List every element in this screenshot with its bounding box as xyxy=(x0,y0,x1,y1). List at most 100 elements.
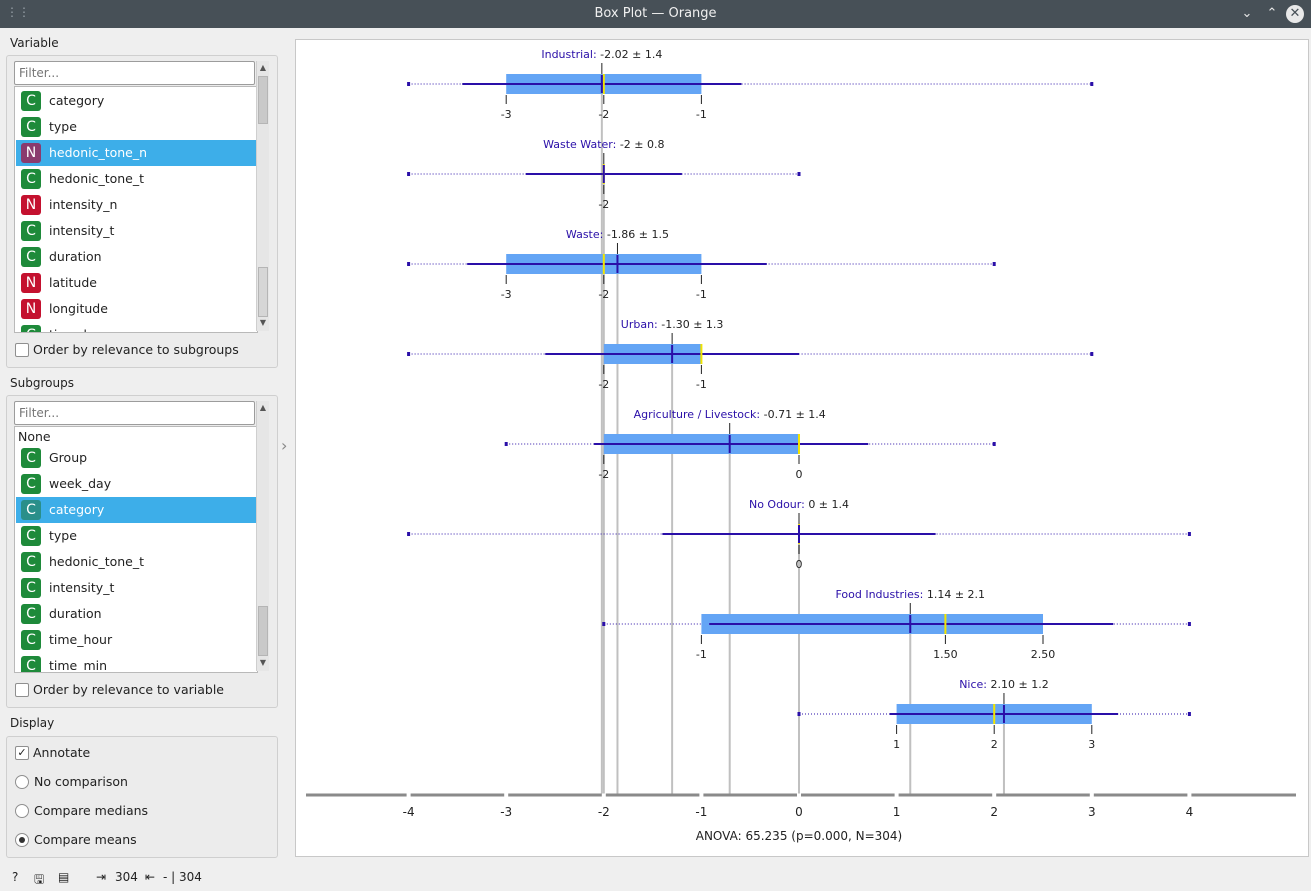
group-annotation: Waste Water: -2 ± 0.8 xyxy=(543,138,664,151)
axis-tick xyxy=(406,793,411,797)
min-marker xyxy=(797,712,801,716)
save-icon[interactable]: 🖫 xyxy=(34,872,45,886)
group-name: Industrial: xyxy=(541,48,600,61)
compare-means-radio[interactable] xyxy=(15,833,29,847)
list-item-label: intensity_t xyxy=(49,580,115,595)
scroll-down-icon[interactable]: ▼ xyxy=(259,318,267,327)
scroll-thumb[interactable] xyxy=(258,606,268,656)
output-icon: ⇤ xyxy=(145,870,156,884)
compare-means-label: Compare means xyxy=(34,832,137,847)
scroll-thumb[interactable] xyxy=(258,76,268,124)
box-label: -1 xyxy=(696,288,707,301)
title-bar: ⋮⋮ Box Plot — Orange ⌄ ⌃ ✕ xyxy=(0,0,1311,28)
box-label: -1 xyxy=(696,648,707,661)
min-marker xyxy=(602,622,606,626)
max-marker xyxy=(1187,712,1191,716)
report-icon[interactable]: ▤ xyxy=(58,870,70,884)
collapse-panel-icon[interactable]: › xyxy=(281,436,288,455)
categorical-icon: C xyxy=(21,325,41,332)
no-comparison-radio[interactable] xyxy=(15,775,29,789)
list-item-label: time_hour xyxy=(49,632,113,647)
variable-scrollbar[interactable]: ▲ ▼ xyxy=(256,61,269,331)
list-item-label: week_day xyxy=(49,476,112,491)
group-name: Food Industries: xyxy=(835,588,926,601)
maximize-icon[interactable]: ⌃ xyxy=(1266,6,1278,21)
list-item-Group[interactable]: C Group xyxy=(16,445,256,471)
axis-tick xyxy=(1089,793,1094,797)
anova-footer: ANOVA: 65.235 (p=0.000, N=304) xyxy=(696,829,902,843)
group-stat: 2.10 ± 1.2 xyxy=(991,678,1049,691)
group-stat: -2.02 ± 1.4 xyxy=(600,48,662,61)
max-marker xyxy=(1090,352,1094,356)
subgroups-scrollbar[interactable]: ▲ ▼ xyxy=(256,401,269,671)
output-count: - | 304 xyxy=(163,870,202,884)
box-label: 0 xyxy=(796,558,803,571)
categorical-icon: C xyxy=(21,117,41,137)
order-subgroups-checkbox[interactable] xyxy=(15,343,29,357)
categorical-icon: C xyxy=(21,604,41,624)
categorical-icon: C xyxy=(21,526,41,546)
list-item-label: duration xyxy=(49,249,102,264)
group-annotation: Urban: -1.30 ± 1.3 xyxy=(621,318,724,331)
minimize-icon[interactable]: ⌄ xyxy=(1241,6,1253,21)
box-label: 1.50 xyxy=(933,648,958,661)
compare-medians-radio[interactable] xyxy=(15,804,29,818)
scroll-down-icon[interactable]: ▼ xyxy=(259,658,267,667)
categorical-icon: C xyxy=(21,169,41,189)
box-label: -2 xyxy=(598,288,609,301)
variable-filter-input[interactable] xyxy=(14,61,255,85)
box-label: 2 xyxy=(991,738,998,751)
no-comparison-label: No comparison xyxy=(34,774,128,789)
subgroups-filter-input[interactable] xyxy=(14,401,255,425)
group-annotation: Agriculture / Livestock: -0.71 ± 1.4 xyxy=(634,408,826,421)
axis-tick-label: 0 xyxy=(795,805,803,819)
order-variable-checkbox[interactable] xyxy=(15,683,29,697)
min-marker xyxy=(407,352,411,356)
order-variable-label: Order by relevance to variable xyxy=(33,682,224,697)
scroll-track-lower xyxy=(258,267,268,317)
box-label: -2 xyxy=(598,378,609,391)
max-marker xyxy=(797,172,801,176)
categorical-icon: C xyxy=(21,578,41,598)
group-stat: -0.71 ± 1.4 xyxy=(764,408,826,421)
box-label: 0 xyxy=(796,468,803,481)
axis-tick xyxy=(894,793,899,797)
categorical-icon: C xyxy=(21,221,41,241)
axis-tick-label: 3 xyxy=(1088,805,1096,819)
help-icon[interactable]: ? xyxy=(12,870,19,884)
scroll-up-icon[interactable]: ▲ xyxy=(259,63,267,72)
list-item-none[interactable]: None xyxy=(18,429,51,444)
group-annotation: No Odour: 0 ± 1.4 xyxy=(749,498,849,511)
max-marker xyxy=(992,262,996,266)
box-label: -3 xyxy=(501,288,512,301)
status-bar: ? 🖫 ▤ ⇥ 304 ⇤ - | 304 xyxy=(0,866,1311,889)
annotate-checkbox[interactable]: ✓ xyxy=(15,746,29,760)
group-name: Agriculture / Livestock: xyxy=(634,408,764,421)
close-icon[interactable]: ✕ xyxy=(1286,5,1304,23)
list-item-label: type xyxy=(49,119,77,134)
scroll-up-icon[interactable]: ▲ xyxy=(259,403,267,412)
axis-tick xyxy=(699,793,704,797)
axis-tick-label: -2 xyxy=(598,805,610,819)
min-marker xyxy=(504,442,508,446)
